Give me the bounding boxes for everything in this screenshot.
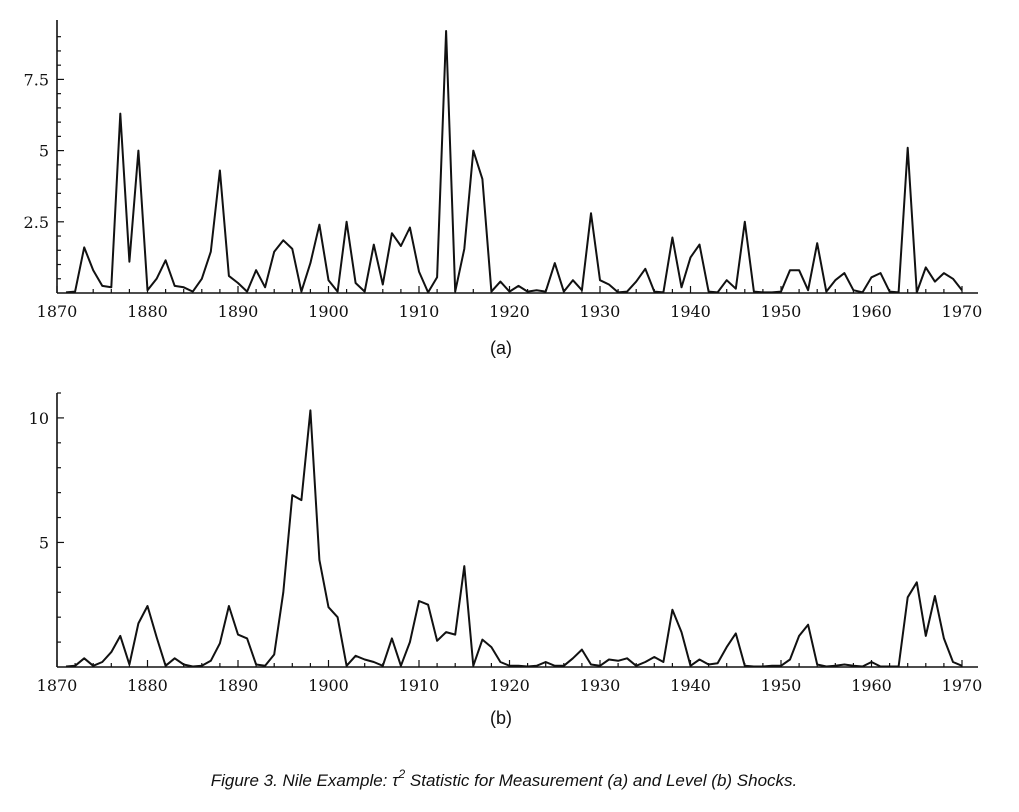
caption-suffix: Statistic for Measurement (a) and Level … [405, 771, 797, 790]
panel-b-x-tick-label: 1870 [37, 676, 78, 695]
panel-a-x-tick-label: 1910 [399, 302, 440, 321]
panel-a-y-tick-label: 7.5 [24, 70, 49, 89]
panel-a-label: (a) [490, 338, 512, 358]
panel-b-x-tick-label: 1970 [942, 676, 983, 695]
panel-a-x-tick-label: 1880 [127, 302, 168, 321]
panel-b-chart: 1870 1880 1890 1900 1910 1920 1930 1940 1950 1960… [29, 392, 983, 695]
panel-a-x-tick-label: 1940 [670, 302, 711, 321]
panel-b-x-tick-label: 1900 [308, 676, 349, 695]
panel-b-x-tick-label: 1940 [670, 676, 711, 695]
caption-superscript: 2 [397, 767, 405, 781]
panel-b-x-tick-label: 1950 [761, 676, 802, 695]
panel-a-x-tick-label: 1890 [218, 302, 259, 321]
panel-a-x-tick-label: 1870 [37, 302, 78, 321]
panel-a-x-tick-label: 1930 [580, 302, 621, 321]
panel-a-x-tick-label: 1960 [851, 302, 892, 321]
panel-a-series-line [65, 30, 963, 294]
panel-b-label: (b) [490, 708, 512, 728]
panel-b-y-tick-label: 5 [39, 533, 49, 552]
panel-a-y-tick-label: 2.5 [24, 213, 49, 232]
panel-a-x-tick-label: 1970 [942, 302, 983, 321]
figure-caption: Figure 3. Nile Example: τ2 Statistic for… [211, 767, 798, 790]
panel-a-chart: 1870 1880 1890 1900 1910 1920 1930 1940 1950 1960… [24, 20, 983, 321]
panel-b-x-tick-label: 1960 [851, 676, 892, 695]
caption-prefix: Figure 3. Nile Example: τ [211, 771, 400, 790]
panel-b-y-tick-label: 10 [29, 409, 49, 428]
panel-a-x-tick-label: 1920 [489, 302, 530, 321]
panel-b-x-tick-label: 1920 [489, 676, 530, 695]
panel-b-x-tick-label: 1930 [580, 676, 621, 695]
panel-b-x-tick-label: 1890 [218, 676, 259, 695]
panel-b-x-tick-label: 1910 [399, 676, 440, 695]
panel-a-y-tick-label: 5 [39, 142, 49, 161]
panel-a-x-tick-label: 1900 [308, 302, 349, 321]
panel-a-x-tick-label: 1950 [761, 302, 802, 321]
panel-b-x-tick-label: 1880 [127, 676, 168, 695]
panel-b-series-line [65, 409, 963, 668]
